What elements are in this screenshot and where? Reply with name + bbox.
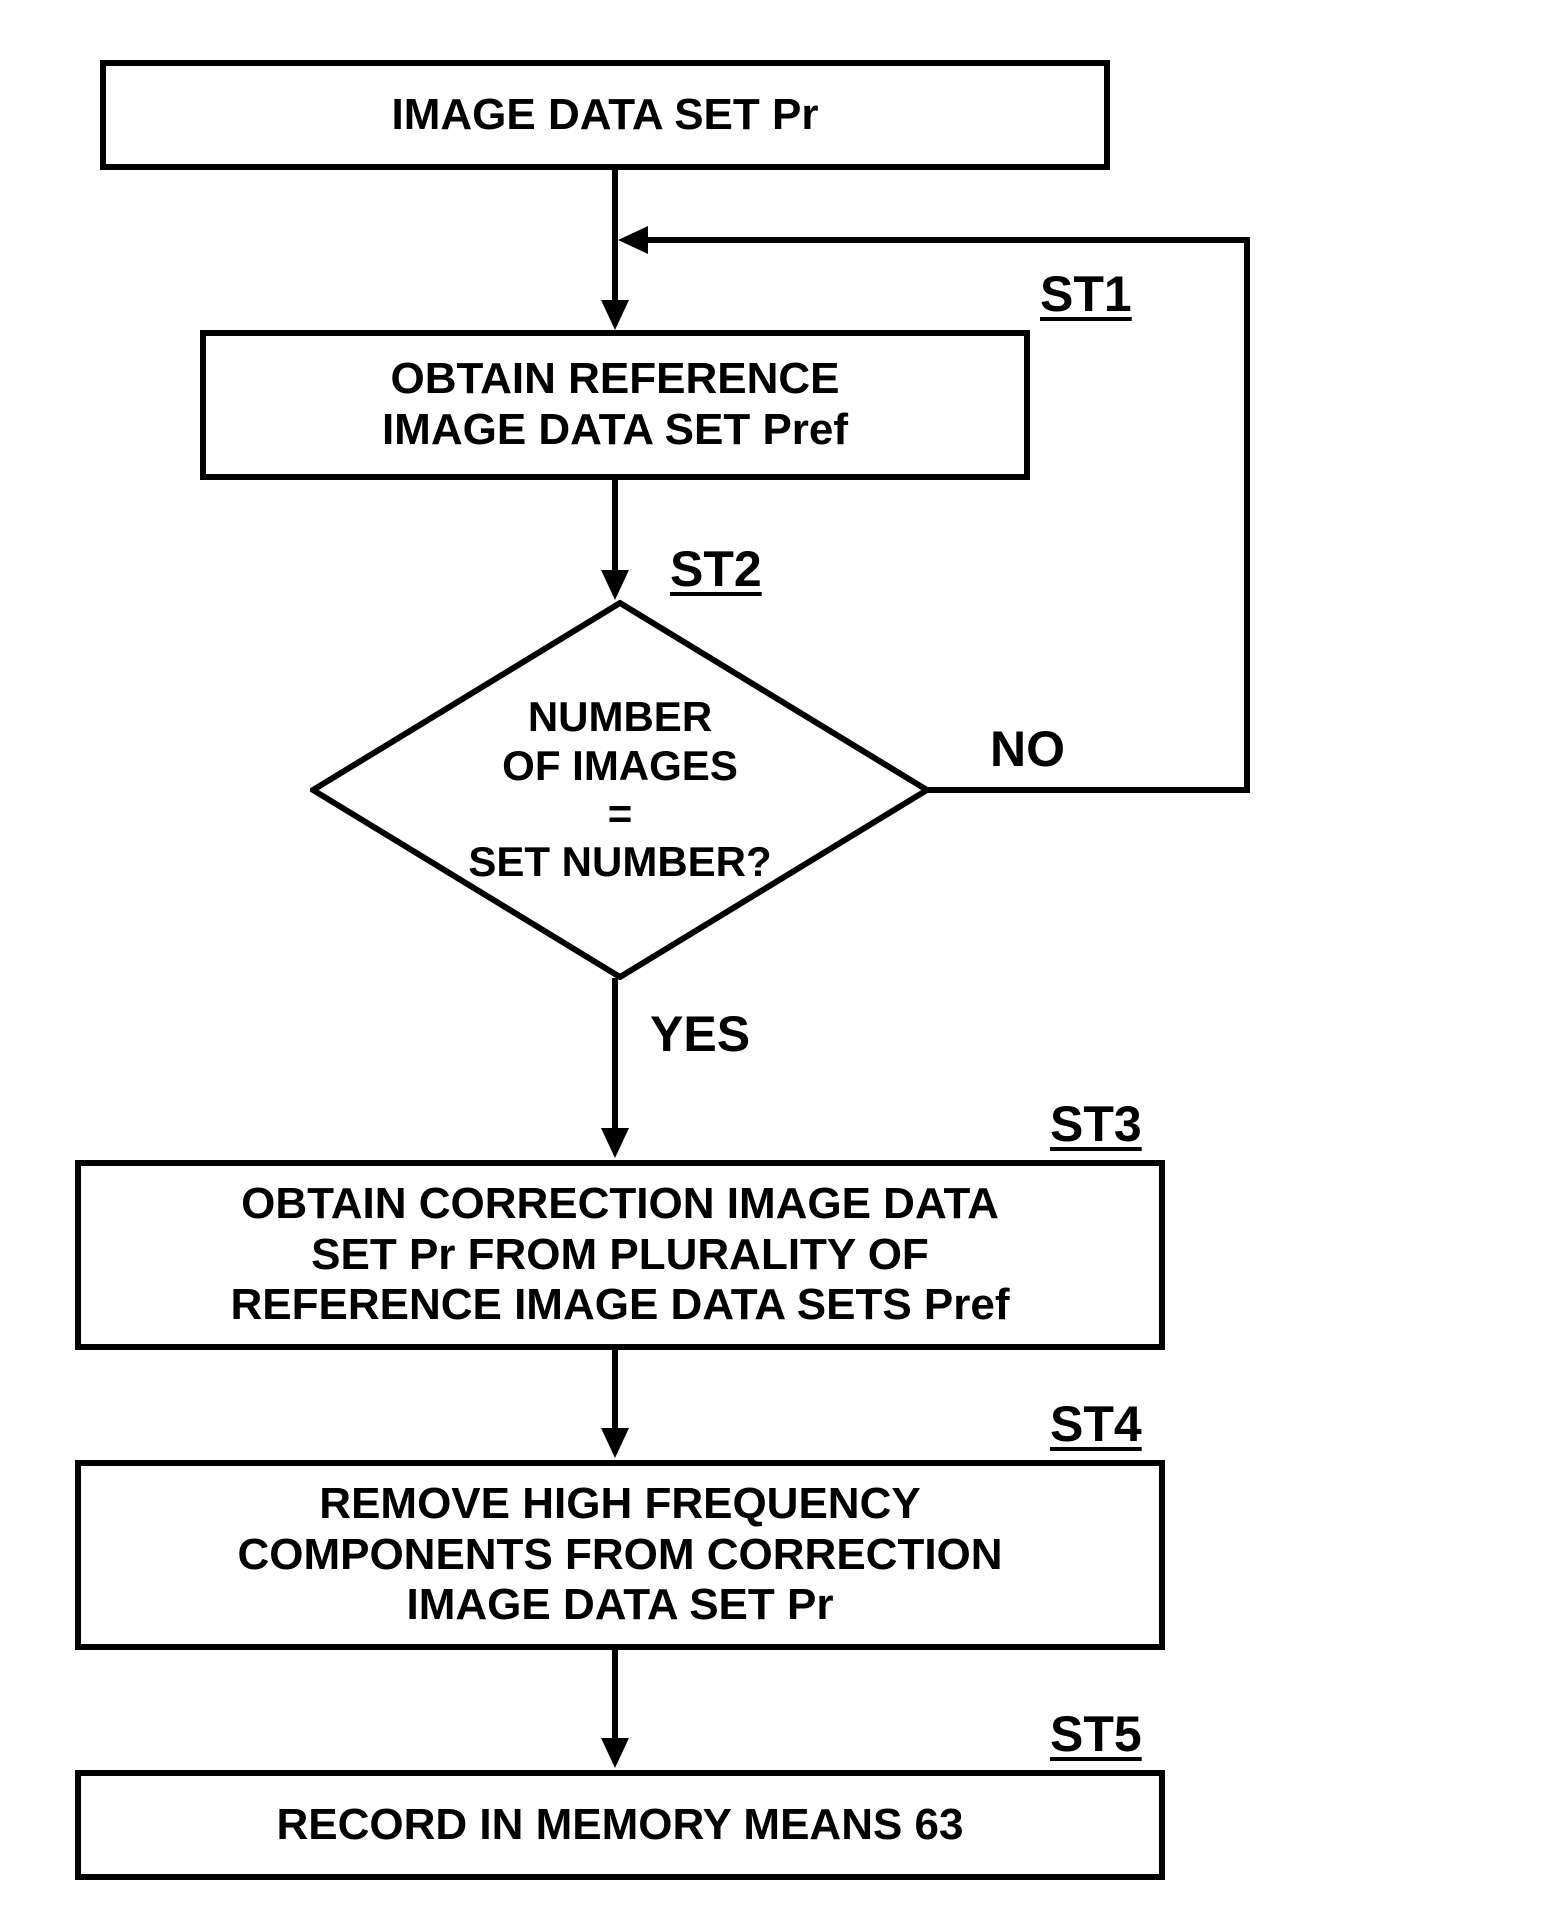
edge-line (612, 1650, 618, 1740)
process-st3-text: OBTAIN CORRECTION IMAGE DATA SET Pr FROM… (230, 1179, 1009, 1331)
flowchart-canvas: IMAGE DATA SET Pr ST1 OBTAIN REFERENCE I… (40, 40, 1504, 1883)
decision-st2-text: NUMBER OF IMAGES = SET NUMBER? (468, 693, 771, 886)
arrowhead-down (601, 1428, 629, 1458)
step-label-st5: ST5 (1050, 1705, 1142, 1763)
process-start-text: IMAGE DATA SET Pr (392, 90, 819, 141)
arrowhead-down (601, 300, 629, 330)
process-st3: OBTAIN CORRECTION IMAGE DATA SET Pr FROM… (75, 1160, 1165, 1350)
process-st5: RECORD IN MEMORY MEANS 63 (75, 1770, 1165, 1880)
arrowhead-down (601, 1738, 629, 1768)
arrowhead-left (618, 226, 648, 254)
process-st1-text: OBTAIN REFERENCE IMAGE DATA SET Pref (382, 354, 848, 455)
arrowhead-down (601, 570, 629, 600)
branch-label-no: NO (990, 720, 1065, 778)
edge-line (928, 787, 1250, 793)
edge-line (612, 480, 618, 572)
branch-label-yes: YES (650, 1005, 750, 1063)
edge-line (648, 237, 1250, 243)
arrowhead-down (601, 1128, 629, 1158)
process-start: IMAGE DATA SET Pr (100, 60, 1110, 170)
process-st5-text: RECORD IN MEMORY MEANS 63 (277, 1800, 964, 1851)
process-st4-text: REMOVE HIGH FREQUENCY COMPONENTS FROM CO… (237, 1479, 1002, 1631)
step-label-st1: ST1 (1040, 265, 1132, 323)
step-label-st3: ST3 (1050, 1095, 1142, 1153)
process-st4: REMOVE HIGH FREQUENCY COMPONENTS FROM CO… (75, 1460, 1165, 1650)
edge-line (612, 978, 618, 1130)
step-label-st2: ST2 (670, 540, 762, 598)
decision-st2: NUMBER OF IMAGES = SET NUMBER? (310, 600, 930, 980)
edge-line (612, 1350, 618, 1430)
process-st1: OBTAIN REFERENCE IMAGE DATA SET Pref (200, 330, 1030, 480)
step-label-st4: ST4 (1050, 1395, 1142, 1453)
edge-line (1244, 240, 1250, 793)
